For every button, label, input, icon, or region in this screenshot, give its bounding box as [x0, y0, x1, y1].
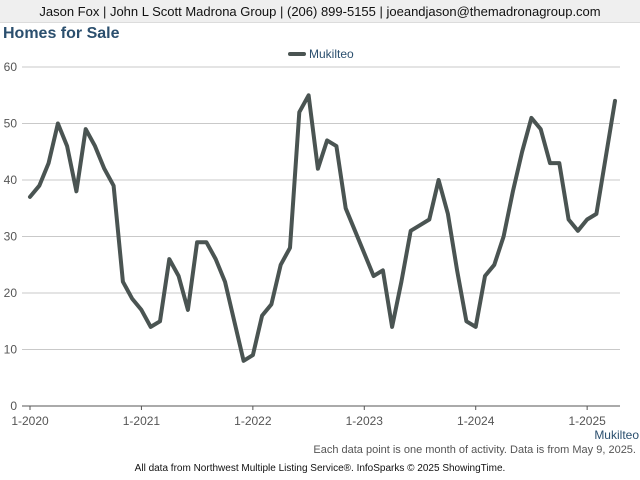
y-tick-label: 20 [4, 286, 18, 300]
x-tick-label: 1-2025 [568, 414, 606, 428]
y-tick-label: 40 [4, 173, 18, 187]
data-note: Each data point is one month of activity… [313, 444, 636, 456]
x-tick-label: 1-2020 [11, 414, 49, 428]
y-tick-label: 10 [4, 343, 18, 357]
x-tick-label: 1-2021 [123, 414, 161, 428]
header-bar: Jason Fox | John L Scott Madrona Group |… [0, 0, 640, 23]
x-tick-label: 1-2023 [346, 414, 384, 428]
y-tick-label: 30 [4, 230, 18, 244]
y-tick-label: 0 [10, 399, 17, 413]
x-tick-label: 1-2022 [234, 414, 272, 428]
contact-info: Jason Fox | John L Scott Madrona Group |… [39, 3, 601, 19]
series-end-label: Mukilteo [594, 428, 639, 442]
series-line-mukilteo [28, 93, 617, 363]
y-tick-label: 60 [4, 60, 18, 74]
page-title: Homes for Sale [3, 25, 120, 42]
source-footer: All data from Northwest Multiple Listing… [134, 463, 506, 474]
legend-label-mukilteo: Mukilteo [309, 47, 354, 61]
x-tick-label: 1-2024 [457, 414, 495, 428]
y-tick-label: 50 [4, 117, 18, 131]
